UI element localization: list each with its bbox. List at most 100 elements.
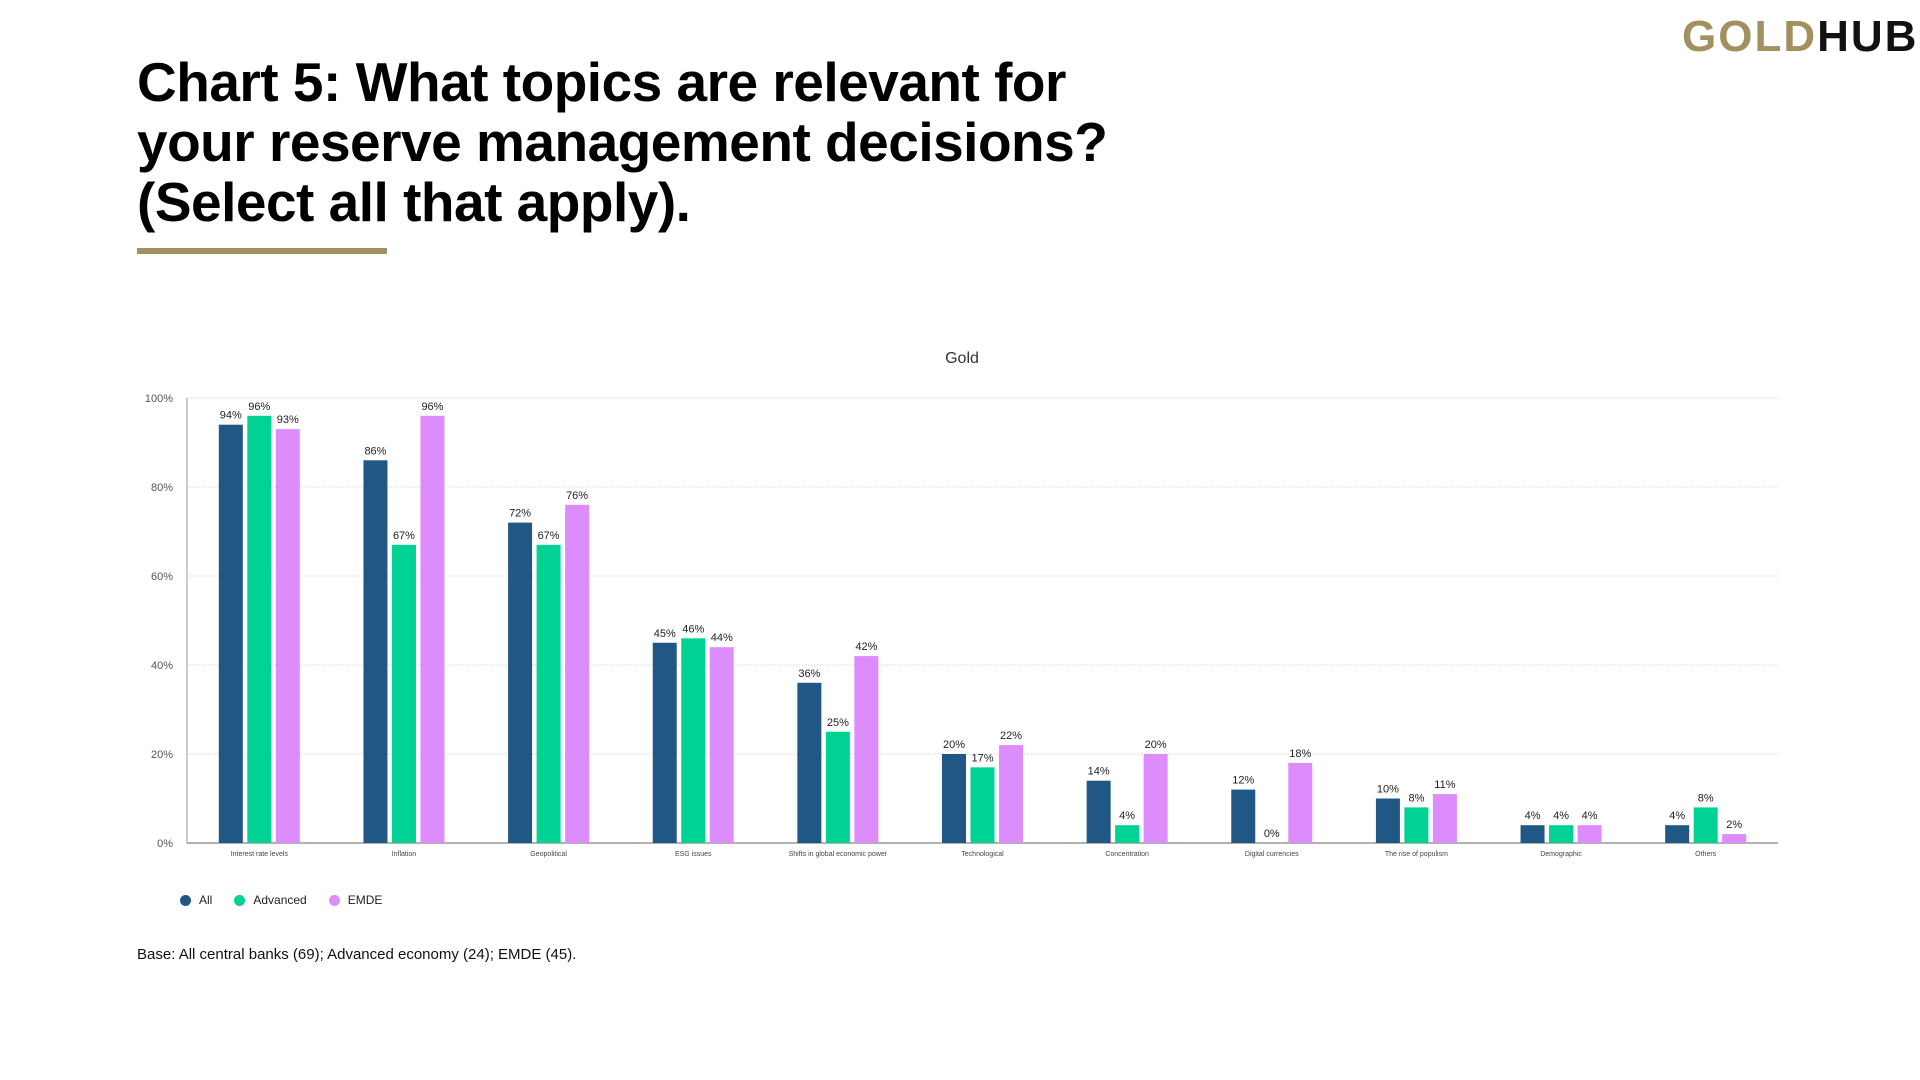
x-tick-label: Shifts in global economic power (789, 851, 888, 858)
y-tick-label: 0% (157, 838, 173, 850)
legend-item-emde[interactable]: EMDE (328, 893, 383, 907)
y-tick-label: 80% (151, 482, 173, 494)
logo-gold: GOLD (1682, 12, 1818, 61)
x-tick-label: Demographic (1540, 851, 1582, 858)
data-label: 25% (827, 717, 849, 729)
data-label: 36% (798, 668, 820, 680)
data-label: 8% (1408, 792, 1424, 804)
x-tick-label: Concentration (1105, 851, 1149, 858)
data-label: 12% (1232, 775, 1254, 787)
data-label: 96% (421, 401, 443, 413)
x-tick-label: The rise of populism (1385, 851, 1448, 858)
legend-item-all[interactable]: All (180, 893, 212, 907)
bar-emde[interactable] (854, 656, 879, 843)
bar-all[interactable] (218, 424, 243, 843)
legend-dot-icon (328, 894, 340, 906)
goldhub-logo[interactable]: GOLDHUB (1682, 12, 1918, 62)
data-label: 0% (1264, 828, 1280, 840)
data-label: 45% (654, 628, 676, 640)
bar-advanced[interactable] (681, 638, 706, 843)
y-tick-label: 20% (151, 749, 173, 761)
bar-all[interactable] (1665, 825, 1690, 843)
bar-advanced[interactable] (970, 767, 995, 843)
bar-advanced[interactable] (1693, 807, 1718, 843)
bar-emde[interactable] (1432, 794, 1457, 843)
bar-advanced[interactable] (1549, 825, 1574, 843)
x-tick-label: Interest rate levels (231, 851, 289, 858)
bar-emde[interactable] (1143, 754, 1168, 843)
bar-all[interactable] (1086, 780, 1111, 843)
bar-emde[interactable] (565, 504, 590, 843)
bar-advanced[interactable] (1115, 825, 1140, 843)
x-tick-label: Digital currencies (1245, 851, 1299, 858)
title-underline (137, 248, 387, 254)
legend-label: EMDE (347, 893, 383, 907)
bar-all[interactable] (1520, 825, 1545, 843)
bar-advanced[interactable] (825, 731, 850, 843)
data-label: 72% (509, 508, 531, 520)
data-label: 10% (1377, 784, 1399, 796)
bar-emde[interactable] (275, 429, 300, 843)
legend-dot-icon (234, 894, 246, 906)
bar-advanced[interactable] (247, 415, 272, 843)
bar-all[interactable] (1231, 789, 1256, 843)
base-note: Base: All central banks (69); Advanced e… (137, 946, 577, 963)
x-tick-label: ESG issues (675, 851, 712, 858)
bar-all[interactable] (942, 754, 966, 843)
data-label: 42% (855, 641, 877, 653)
bar-all[interactable] (508, 522, 533, 843)
bar-emde[interactable] (420, 415, 445, 843)
chart-title: Gold (945, 350, 979, 367)
data-label: 4% (1669, 810, 1685, 822)
bar-all[interactable] (652, 642, 677, 843)
bar-all[interactable] (797, 682, 822, 843)
data-label: 17% (971, 752, 993, 764)
bar-advanced[interactable] (1404, 807, 1429, 843)
y-tick-label: 60% (151, 571, 173, 583)
data-label: 76% (566, 490, 588, 502)
data-label: 46% (682, 623, 704, 635)
x-tick-label: Inflation (392, 851, 417, 858)
data-label: 96% (248, 401, 270, 413)
logo-hub: HUB (1817, 12, 1919, 61)
legend-dot-icon (180, 894, 191, 906)
data-label: 94% (220, 410, 242, 422)
data-label: 93% (277, 414, 299, 426)
page-title: Chart 5: What topics are relevant for yo… (137, 51, 1108, 233)
data-label: 18% (1289, 748, 1311, 760)
bar-emde[interactable] (999, 745, 1023, 843)
bar-emde[interactable] (709, 647, 734, 843)
data-label: 2% (1726, 819, 1742, 831)
x-tick-label: Technological (961, 851, 1004, 858)
data-label: 14% (1088, 766, 1110, 778)
data-label: 20% (943, 739, 965, 751)
data-label: 8% (1698, 792, 1714, 804)
x-tick-label: Others (1695, 851, 1717, 858)
legend-label: Advanced (253, 893, 307, 907)
data-label: 20% (1145, 739, 1167, 751)
legend-item-advanced[interactable]: Advanced (234, 893, 307, 907)
data-label: 22% (1000, 730, 1022, 742)
bar-emde[interactable] (1288, 762, 1313, 843)
data-label: 11% (1434, 779, 1455, 791)
bar-advanced[interactable] (536, 544, 561, 843)
data-label: 4% (1119, 810, 1135, 822)
bar-emde[interactable] (1722, 834, 1747, 843)
bar-all[interactable] (363, 460, 388, 843)
y-tick-label: 40% (151, 660, 173, 672)
bar-advanced[interactable] (391, 544, 416, 843)
data-label: 86% (364, 445, 386, 457)
data-label: 67% (393, 530, 415, 542)
data-label: 4% (1553, 810, 1569, 822)
bar-emde[interactable] (1577, 825, 1602, 843)
chart-legend: All Advanced EMDE (180, 893, 382, 907)
data-label: 4% (1582, 810, 1598, 822)
y-tick-label: 100% (145, 393, 173, 405)
x-tick-label: Geopolitical (530, 851, 567, 858)
data-label: 44% (711, 632, 733, 644)
data-label: 67% (538, 530, 560, 542)
bar-all[interactable] (1375, 798, 1400, 844)
legend-label: All (199, 893, 213, 907)
data-label: 4% (1525, 810, 1541, 822)
